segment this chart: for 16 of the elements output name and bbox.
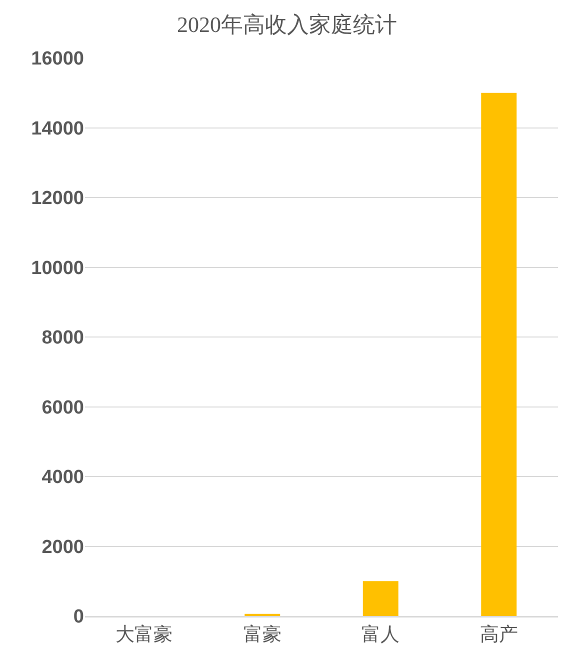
y-tick-label: 12000 [31,188,84,210]
y-tick-label: 16000 [31,48,84,70]
y-tick-label: 2000 [42,536,84,558]
bar [481,92,517,616]
y-tick-label: 0 [73,606,84,628]
x-tick-label: 高产 [480,623,518,646]
x-tick-label: 富豪 [243,623,282,646]
y-tick-label: 8000 [42,328,84,349]
x-tick-label: 富人 [362,623,400,646]
x-tick-label: 大富豪 [116,623,173,646]
y-tick-label: 4000 [42,467,84,488]
bar [362,581,398,616]
y-tick-label: 6000 [42,397,84,418]
y-tick-label: 10000 [31,258,84,279]
chart-title: 2020年高收入家庭统计 [177,12,397,38]
y-tick-label: 14000 [31,118,84,140]
